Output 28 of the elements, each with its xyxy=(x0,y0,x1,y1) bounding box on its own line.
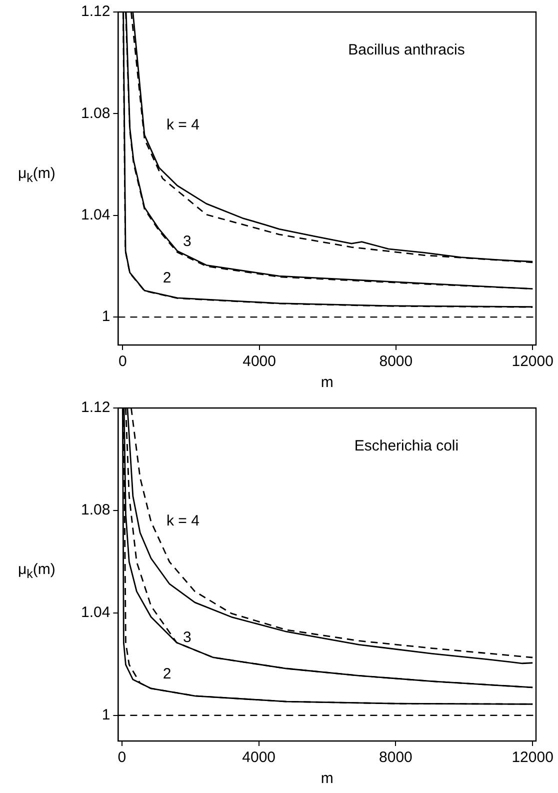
y-tick-label: 1.04 xyxy=(80,604,110,622)
x-tick-label: 4000 xyxy=(242,353,276,370)
annotation: 3 xyxy=(182,232,192,250)
annotation: Bacillus anthracis xyxy=(348,41,465,58)
y-tick-label: 1.12 xyxy=(80,3,110,20)
annotation: 2 xyxy=(162,666,172,683)
x-tick-label: 8000 xyxy=(379,749,412,766)
y-tick-label: 1.08 xyxy=(80,104,110,122)
y-axis-title: μ$_{k}$(m) xyxy=(18,165,56,185)
x-tick-label: 0 xyxy=(118,353,127,370)
annotation: 2 xyxy=(162,270,172,287)
x-axis-title: m xyxy=(320,374,334,392)
y-tick-label: 1.12 xyxy=(80,399,110,416)
y-axis-title: μ$_{k}$(m) xyxy=(18,561,56,581)
annotation: k = 4 xyxy=(166,116,200,134)
x-tick-label: 4000 xyxy=(242,749,276,766)
annotation: k = 4 xyxy=(166,512,200,530)
y-tick-label: 1.08 xyxy=(80,502,110,519)
y-tick-label: 1 xyxy=(102,706,110,724)
y-tick-label: 1 xyxy=(102,308,110,326)
x-tick-label: 12000 xyxy=(512,749,554,766)
x-tick-label: 12000 xyxy=(512,353,554,370)
annotation: Escherichia coli xyxy=(354,437,459,454)
annotation: 3 xyxy=(182,628,192,646)
x-tick-label: 0 xyxy=(118,749,126,766)
y-tick-label: 1.04 xyxy=(80,206,110,224)
x-tick-label: 8000 xyxy=(379,353,413,370)
x-axis-title: m xyxy=(320,770,334,788)
